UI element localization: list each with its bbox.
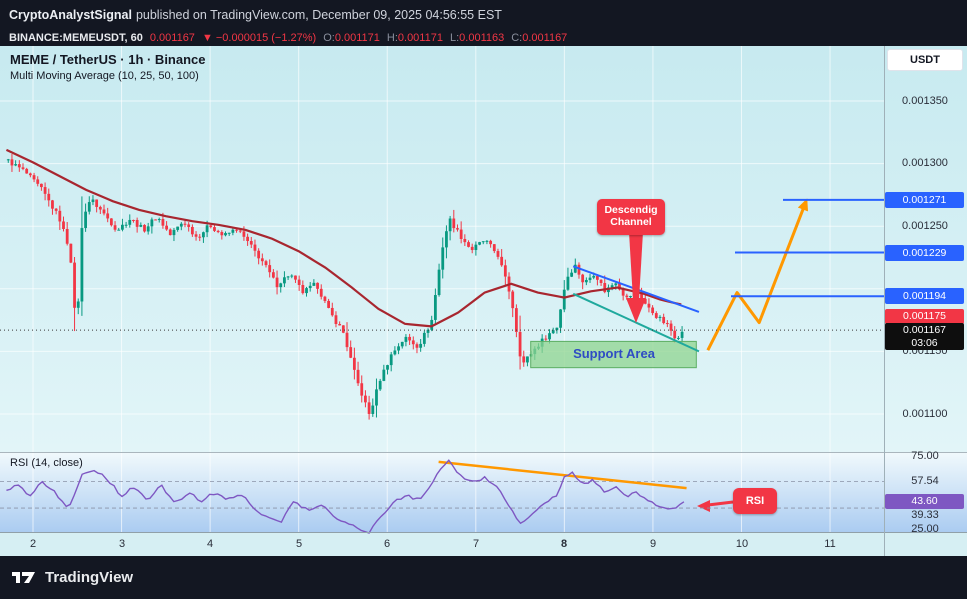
ma-line <box>5 148 682 328</box>
rsi-scale-label: 39.33 <box>911 509 939 521</box>
ma-price-badge: 0.001175 <box>885 309 964 324</box>
time-axis-label[interactable]: 4 <box>206 538 214 550</box>
rsi-legend[interactable]: RSI (14, close) <box>10 457 83 469</box>
time-axis-label[interactable]: 8 <box>560 538 568 550</box>
rsi-scale-label: 75.00 <box>911 450 939 462</box>
time-axis-label[interactable]: 9 <box>649 538 657 550</box>
descending-channel-line2: Channel <box>610 216 652 228</box>
open-label: O: <box>323 32 335 44</box>
last-price-badge: 0.001167 03:06 <box>885 323 964 350</box>
price-scale-label: 0.001100 <box>902 408 948 420</box>
support-area-label[interactable]: Support Area <box>573 346 655 361</box>
descending-channel-label[interactable]: Descendig Channel <box>597 199 665 235</box>
price-change: ▼ −0.000015 (−1.27%) <box>201 32 317 44</box>
rsi-trendline[interactable] <box>438 460 687 490</box>
attribution-bar: CryptoAnalystSignal published on Trading… <box>0 0 967 30</box>
chart-legend-indicator[interactable]: Multi Moving Average (10, 25, 50, 100) <box>10 70 199 82</box>
background-layer <box>0 46 967 556</box>
high-value: 0.001171 <box>397 32 443 44</box>
published-text: published on TradingView.com, December 0… <box>135 8 502 22</box>
price-scale-label: 0.001300 <box>902 157 948 169</box>
rsi-plot <box>6 459 685 534</box>
low-label: L: <box>449 32 460 44</box>
price-scale-label: 0.001350 <box>902 95 948 107</box>
candles-layer <box>6 153 684 420</box>
time-axis-label[interactable]: 6 <box>383 538 391 550</box>
bar-countdown: 03:06 <box>911 337 938 349</box>
low-value: 0.001163 <box>459 32 505 44</box>
rsi-pointer-line <box>707 500 734 507</box>
time-axis-label[interactable]: 11 <box>824 538 836 550</box>
chart-legend-title[interactable]: MEME / TetherUS · 1h · Binance <box>10 52 206 67</box>
tradingview-logo-icon[interactable] <box>12 568 38 587</box>
tradingview-brand-text[interactable]: TradingView <box>45 569 134 586</box>
high-label: H: <box>386 32 398 44</box>
open-value: 0.001171 <box>334 32 380 44</box>
rsi-scale-label: 25.00 <box>911 523 939 535</box>
resistance-price-badge: 0.001229 <box>885 245 964 261</box>
rsi-pointer-arrowhead <box>697 500 710 512</box>
time-axis-label[interactable]: 2 <box>29 538 37 550</box>
rsi-scale-label: 57.54 <box>911 475 939 487</box>
footer-bar: TradingView <box>0 556 967 599</box>
rsi-tag-label[interactable]: RSI <box>733 488 777 514</box>
close-label: C: <box>511 32 523 44</box>
resistance-price-badge: 0.001271 <box>885 192 964 208</box>
time-axis-label[interactable]: 7 <box>472 538 480 550</box>
projection-arrow[interactable] <box>706 198 809 351</box>
last-price: 0.001167 <box>149 32 195 44</box>
descending-channel-line1: Descendig <box>604 204 658 216</box>
symbol-name: BINANCE:MEMEUSDT, 60 <box>9 32 143 44</box>
rsi-layer <box>0 459 884 534</box>
pane-separators <box>0 46 967 556</box>
resistance-price-badge: 0.001194 <box>885 288 964 304</box>
channel-label-arrowhead <box>626 298 646 323</box>
symbol-bar: BINANCE:MEMEUSDT, 60 0.001167 ▼ −0.00001… <box>0 30 967 46</box>
channel-label-tail <box>629 232 643 300</box>
currency-toggle-button[interactable]: USDT <box>887 49 963 71</box>
rsi-value-badge: 43.60 <box>885 494 964 509</box>
close-value: 0.001167 <box>522 32 568 44</box>
time-axis-label[interactable]: 3 <box>118 538 126 550</box>
support-area-box[interactable] <box>530 340 697 369</box>
last-price-value: 0.001167 <box>902 324 946 336</box>
drawings-layer <box>572 198 809 512</box>
time-axis-label[interactable]: 5 <box>295 538 303 550</box>
price-scale-label: 0.001250 <box>902 220 948 232</box>
grid-layer <box>0 46 884 532</box>
author-name: CryptoAnalystSignal <box>9 8 132 22</box>
time-axis-label[interactable]: 10 <box>735 538 749 550</box>
